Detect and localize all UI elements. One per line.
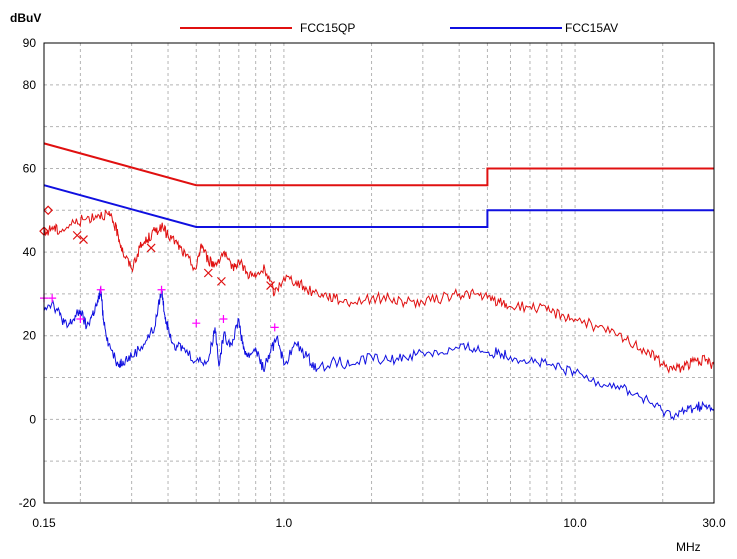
- y-tick-label: 60: [23, 161, 37, 175]
- x-tick-label: 0.15: [32, 516, 56, 530]
- measured-trace-2: [43, 209, 715, 374]
- diamond-marker: [43, 205, 53, 216]
- plus-marker: [76, 315, 85, 323]
- y-tick-label: 40: [23, 245, 37, 259]
- plus-marker: [48, 294, 57, 303]
- y-axis-unit-label: dBuV: [10, 11, 41, 25]
- plus-marker: [96, 285, 105, 294]
- plot-frame: [43, 42, 715, 504]
- x-tick-label: 10.0: [563, 516, 587, 530]
- x-axis-unit-label: MHz: [676, 540, 701, 554]
- x-marker: [72, 230, 82, 240]
- measured-trace-3: [43, 286, 715, 421]
- tick-layer: 90 80 60 40 20 0 -20 0.15 1.0 10.0 30.0: [19, 36, 726, 530]
- x-marker: [216, 276, 226, 286]
- x-marker: [266, 281, 276, 290]
- limit-line-fcc15av: [43, 184, 714, 228]
- limit-line-fcc15qp: [43, 142, 714, 187]
- x-marker: [79, 235, 88, 244]
- y-tick-label: 80: [23, 78, 37, 92]
- y-tick-label: 90: [23, 36, 37, 50]
- legend-label: FCC15AV: [565, 21, 618, 35]
- plus-marker: [219, 315, 228, 323]
- legend: FCC15QP FCC15AV: [180, 21, 618, 35]
- x-tick-label: 30.0: [702, 516, 726, 530]
- x-tick-label: 1.0: [276, 516, 293, 530]
- y-tick-label: -20: [19, 496, 37, 510]
- plus-marker: [270, 323, 279, 332]
- plus-marker: [157, 285, 166, 294]
- series-layer: [43, 142, 715, 421]
- legend-label: FCC15QP: [300, 21, 355, 35]
- plus-marker: [192, 319, 201, 328]
- y-tick-label: 20: [23, 329, 37, 343]
- x-marker: [146, 243, 156, 253]
- y-tick-label: 0: [29, 412, 36, 426]
- x-marker: [203, 268, 213, 278]
